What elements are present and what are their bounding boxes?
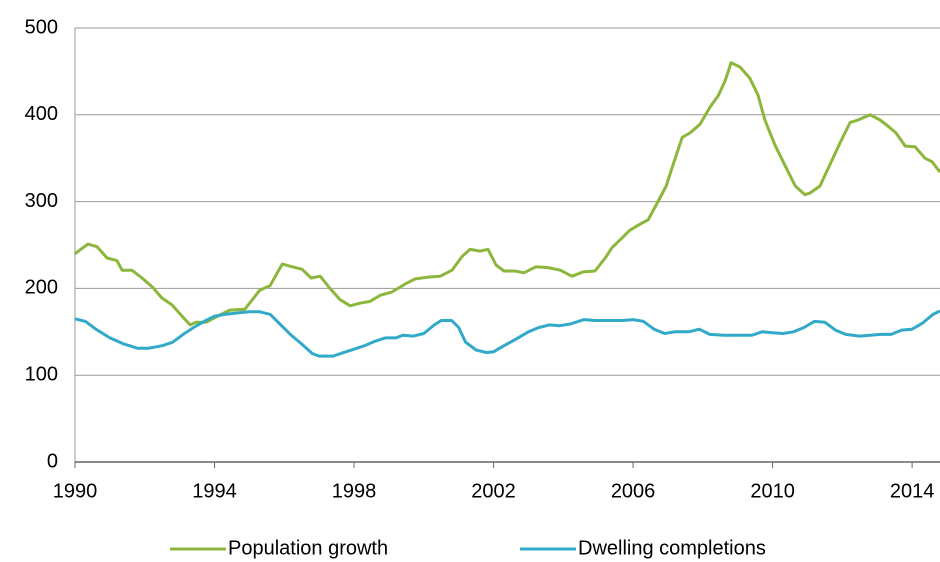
y-tick-label: 300: [25, 190, 58, 212]
x-tick-label: 2002: [471, 480, 516, 502]
y-tick-label: 100: [25, 363, 58, 385]
x-tick-label: 1990: [53, 480, 98, 502]
x-tick-label: 2014: [890, 480, 935, 502]
x-tick-label: 1994: [192, 480, 237, 502]
y-tick-label: 400: [25, 103, 58, 125]
y-tick-label: 500: [25, 16, 58, 38]
x-tick-label: 2010: [750, 480, 795, 502]
x-tick-label: 2006: [611, 480, 656, 502]
legend-label: Population growth: [228, 537, 388, 559]
series-line: [74, 309, 940, 358]
y-tick-label: 0: [47, 450, 58, 472]
series-line: [74, 61, 940, 327]
y-tick-label: 200: [25, 277, 58, 299]
legend-label: Dwelling completions: [578, 537, 766, 559]
x-tick-label: 1998: [332, 480, 377, 502]
